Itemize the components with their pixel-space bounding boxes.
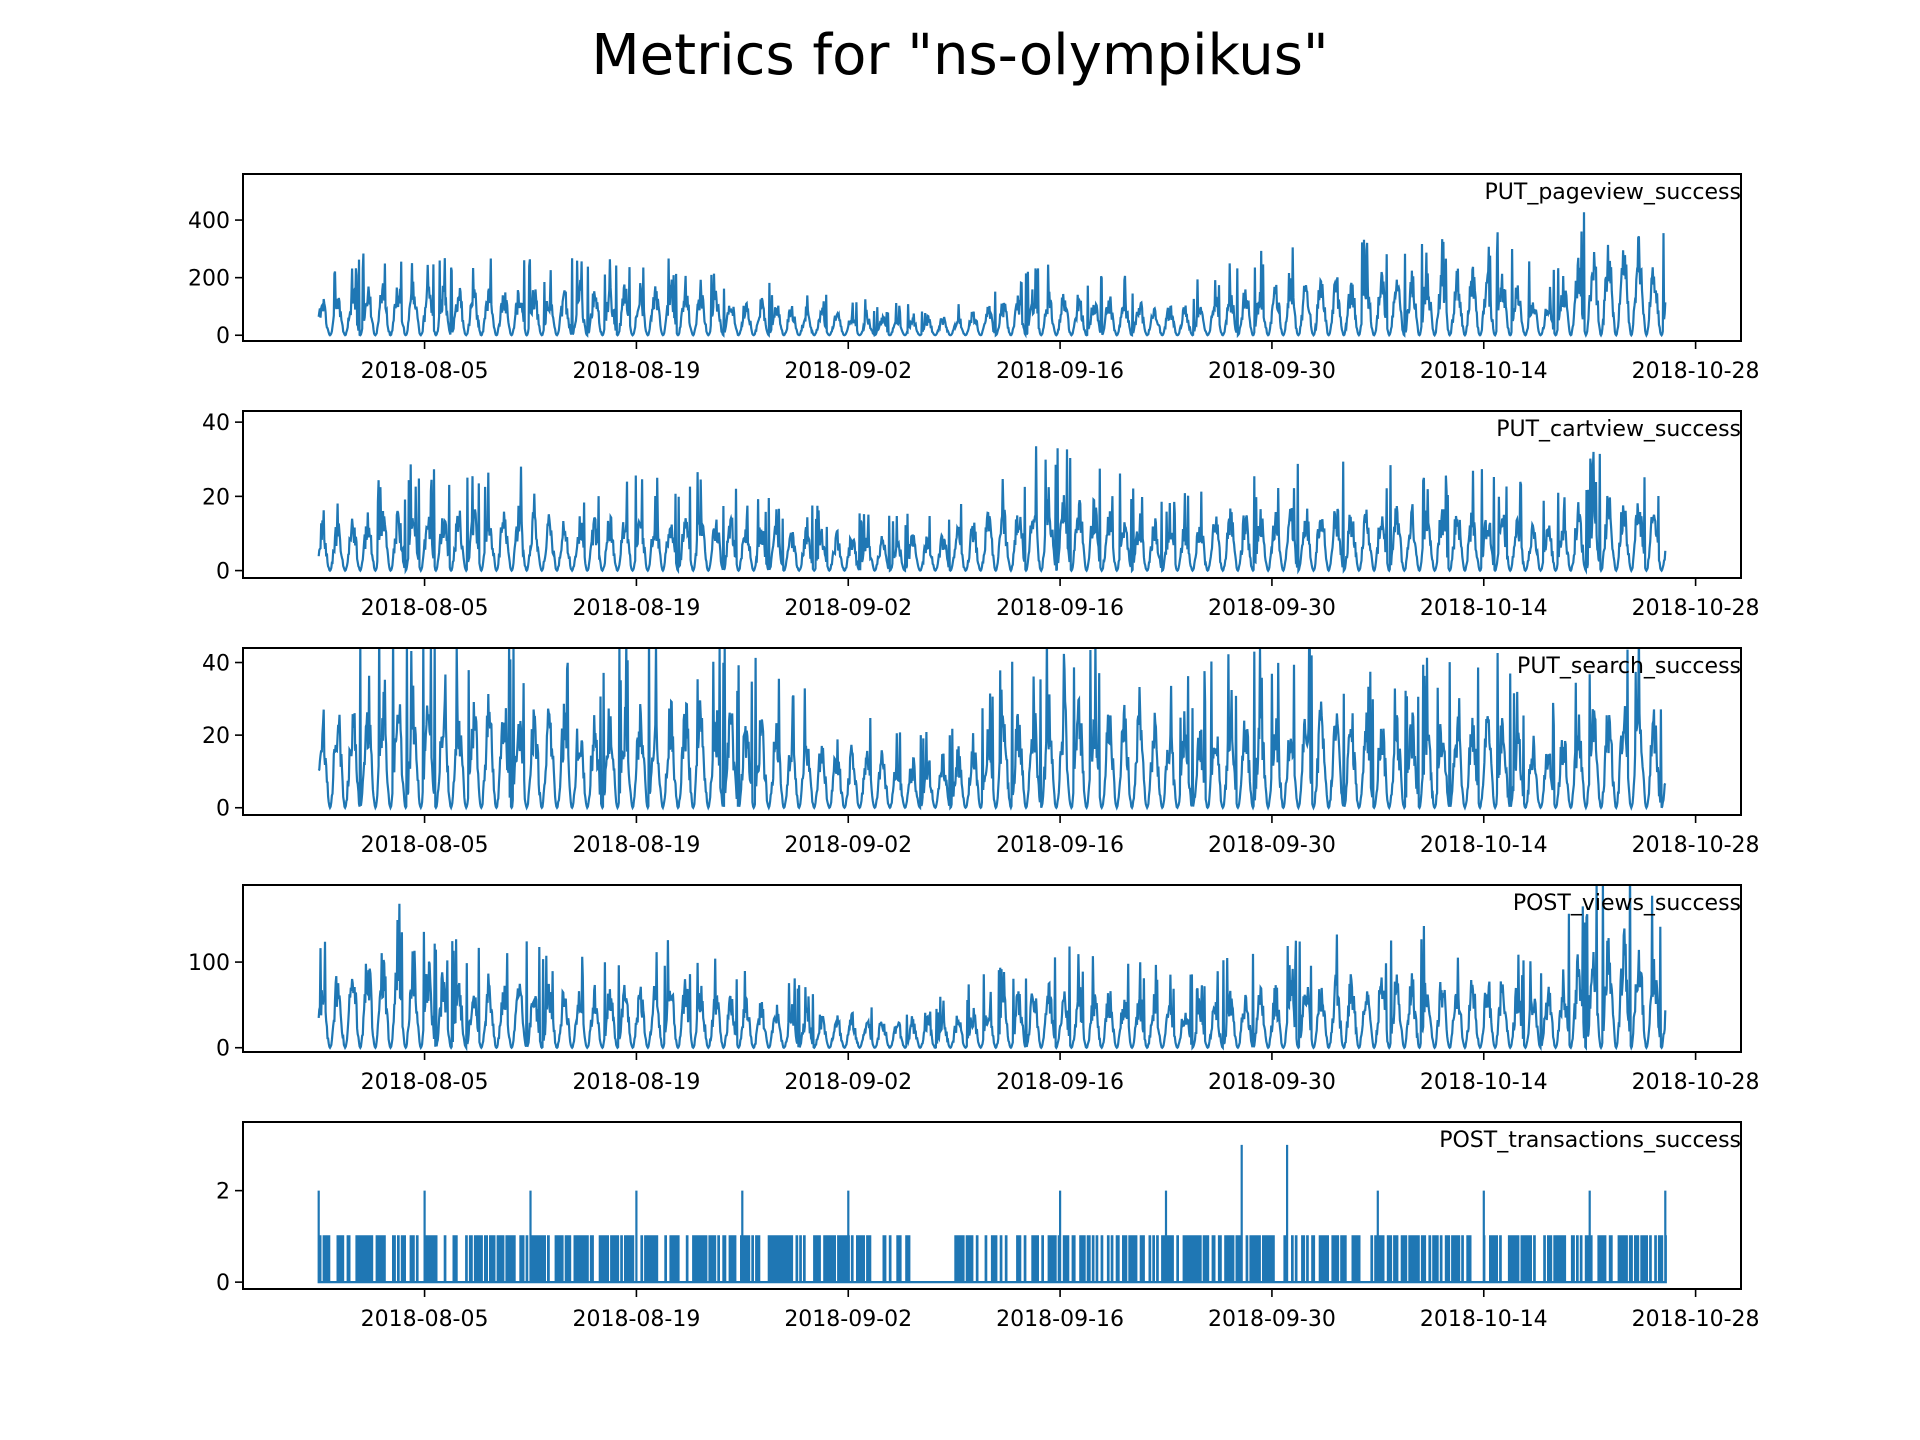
y-tick-label: 20 (202, 724, 230, 749)
x-tick-label: 2018-08-19 (572, 833, 700, 858)
x-tick-label: 2018-09-02 (784, 359, 912, 384)
panel-3: 2018-08-05 2018-08-19 2018-09-02 2018-09-16… (202, 647, 1760, 858)
y-tick-label: 0 (216, 1037, 230, 1062)
axes-frame (242, 1121, 1742, 1290)
series-line (317, 885, 1667, 1052)
series-line (317, 446, 1667, 575)
y-tick-label: 0 (216, 324, 230, 349)
x-tick-label: 2018-09-30 (1208, 359, 1336, 384)
y-tick-label: 100 (188, 951, 230, 976)
x-tick-label: 2018-08-19 (572, 596, 700, 621)
x-tick-label: 2018-08-19 (572, 359, 700, 384)
figure-title: Metrics for "ns-olympikus" (591, 23, 1328, 88)
x-tick-label: 2018-08-05 (361, 596, 489, 621)
axes-frame (242, 410, 1742, 579)
x-tick-label: 2018-09-02 (784, 1307, 912, 1332)
x-tick-label: 2018-10-14 (1420, 833, 1548, 858)
series-line (317, 648, 1667, 811)
panel-title: POST_views_success (1513, 891, 1741, 916)
x-tick-label: 2018-10-14 (1420, 1070, 1548, 1095)
panel-1: 2018-08-05 2018-08-19 2018-09-02 2018-09-16… (188, 173, 1760, 384)
x-tick-label: 2018-10-28 (1632, 596, 1760, 621)
y-tick-label: 400 (188, 209, 230, 234)
series-line (317, 1144, 1667, 1284)
x-tick-label: 2018-09-02 (784, 833, 912, 858)
x-tick-label: 2018-10-14 (1420, 1307, 1548, 1332)
x-tick-label: 2018-08-05 (361, 359, 489, 384)
x-tick-label: 2018-09-30 (1208, 596, 1336, 621)
y-tick-label: 20 (202, 485, 230, 510)
x-tick-label: 2018-08-05 (361, 1070, 489, 1095)
panel-title: PUT_cartview_success (1496, 417, 1741, 442)
x-tick-label: 2018-09-16 (996, 596, 1124, 621)
x-tick-label: 2018-08-05 (361, 1307, 489, 1332)
x-tick-label: 2018-09-16 (996, 359, 1124, 384)
y-tick-label: 200 (188, 267, 230, 292)
x-tick-label: 2018-10-28 (1632, 1070, 1760, 1095)
x-tick-label: 2018-09-02 (784, 596, 912, 621)
x-tick-label: 2018-10-28 (1632, 833, 1760, 858)
x-tick-label: 2018-10-14 (1420, 596, 1548, 621)
panel-title: PUT_pageview_success (1485, 180, 1741, 205)
x-tick-label: 2018-10-28 (1632, 359, 1760, 384)
x-tick-label: 2018-08-19 (572, 1307, 700, 1332)
y-tick-label: 0 (216, 1271, 230, 1296)
x-tick-label: 2018-09-16 (996, 833, 1124, 858)
x-tick-label: 2018-09-16 (996, 1070, 1124, 1095)
panel-2: 2018-08-05 2018-08-19 2018-09-02 2018-09-16… (202, 410, 1760, 621)
y-tick-label: 40 (202, 652, 230, 677)
x-tick-label: 2018-10-28 (1632, 1307, 1760, 1332)
panel-5: 2018-08-05 2018-08-19 2018-09-02 2018-09-16… (216, 1121, 1760, 1332)
x-tick-label: 2018-09-30 (1208, 1307, 1336, 1332)
x-tick-label: 2018-09-02 (784, 1070, 912, 1095)
panel-title: POST_transactions_success (1439, 1128, 1741, 1153)
y-tick-label: 2 (216, 1180, 230, 1205)
y-tick-label: 40 (202, 411, 230, 436)
axes-frame (242, 884, 1742, 1053)
panel-title: PUT_search_success (1517, 654, 1741, 679)
chart-panels: 2018-08-05 2018-08-19 2018-09-02 2018-09-16… (188, 173, 1760, 1332)
y-tick-label: 0 (216, 560, 230, 585)
x-tick-label: 2018-08-05 (361, 833, 489, 858)
axes-frame (242, 647, 1742, 816)
axes-frame (242, 173, 1742, 342)
panel-4: 2018-08-05 2018-08-19 2018-09-02 2018-09-16… (188, 884, 1760, 1095)
x-tick-label: 2018-08-19 (572, 1070, 700, 1095)
x-tick-label: 2018-09-30 (1208, 833, 1336, 858)
x-tick-label: 2018-09-16 (996, 1307, 1124, 1332)
series-line (317, 212, 1667, 339)
x-tick-label: 2018-09-30 (1208, 1070, 1336, 1095)
x-tick-label: 2018-10-14 (1420, 359, 1548, 384)
y-tick-label: 0 (216, 797, 230, 822)
